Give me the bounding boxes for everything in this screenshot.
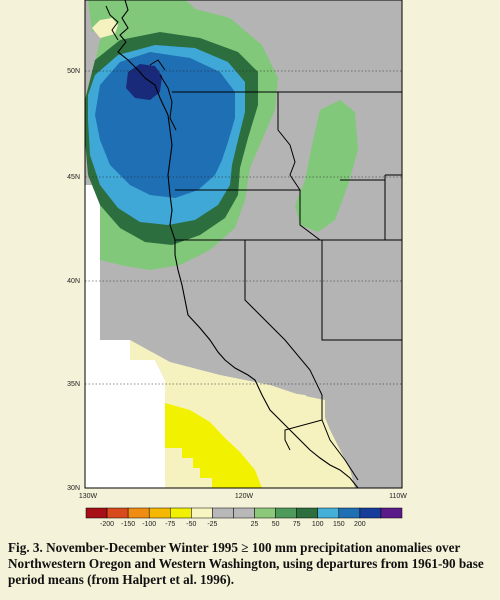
legend-tick-label: -25 — [207, 521, 217, 528]
pale-yellow-region-east — [270, 393, 355, 488]
legend-tick-label: -200 — [100, 521, 114, 528]
lat-label: 40N — [67, 278, 80, 285]
latitude-labels: 50N 45N 40N 35N 30N — [67, 68, 80, 492]
legend-swatch — [275, 507, 297, 519]
legend-tick-label: -50 — [186, 521, 196, 528]
ocean-no-data-region — [85, 185, 165, 488]
legend-swatch — [212, 507, 234, 519]
legend-tick-label: -150 — [121, 521, 135, 528]
light-green-north — [88, 0, 195, 32]
legend-tick-label: 150 — [333, 521, 345, 528]
light-green-east-blob — [295, 100, 358, 232]
legend-swatch — [317, 507, 340, 519]
legend-swatch — [170, 507, 192, 519]
lon-label: 110W — [389, 493, 407, 500]
coastline — [117, 0, 359, 489]
legend-swatch — [380, 507, 403, 519]
legend-tick-label: -75 — [165, 521, 175, 528]
legend-tick-label: 75 — [293, 521, 301, 528]
legend-tick-label: 50 — [272, 521, 280, 528]
legend-swatch — [233, 507, 255, 519]
legend-swatch — [85, 507, 108, 519]
legend-swatch — [296, 507, 318, 519]
figure-caption: Fig. 3. November-December Winter 1995 ≥ … — [8, 540, 484, 587]
legend-swatch — [191, 507, 213, 519]
legend-swatch — [359, 507, 382, 519]
legend-swatch — [127, 507, 150, 519]
legend-tick-label: 25 — [251, 521, 259, 528]
lat-label: 30N — [67, 485, 80, 492]
precipitation-anomaly-map: 50N 45N 40N 35N 30N 130W 120W 110W -200-… — [67, 0, 407, 528]
lon-label: 130W — [79, 493, 98, 500]
longitude-labels: 130W 120W 110W — [79, 493, 407, 500]
lon-label: 120W — [235, 493, 254, 500]
map-frame — [84, 0, 403, 489]
navy-anomaly-core — [126, 64, 162, 100]
legend-tick-label: 100 — [312, 521, 324, 528]
lat-label: 50N — [67, 68, 80, 75]
lat-label: 35N — [67, 381, 80, 388]
legend-swatch — [338, 507, 361, 519]
legend-tick-label: -100 — [142, 521, 156, 528]
legend-swatch — [254, 507, 276, 519]
yellow-region — [165, 403, 262, 488]
legend-swatch — [106, 507, 129, 519]
legend-tick-label: 200 — [354, 521, 366, 528]
state-borders — [172, 91, 402, 481]
puget-sound — [105, 5, 177, 131]
pale-yellow-nw-patch — [92, 18, 118, 38]
legend-swatch — [148, 507, 171, 519]
lat-label: 45N — [67, 174, 80, 181]
map-border — [84, 0, 403, 489]
grid-lines — [85, 70, 402, 385]
color-legend: -200 -150 -100 -75 -50 -25 25 50 75 100 150 200 — [85, 507, 403, 528]
